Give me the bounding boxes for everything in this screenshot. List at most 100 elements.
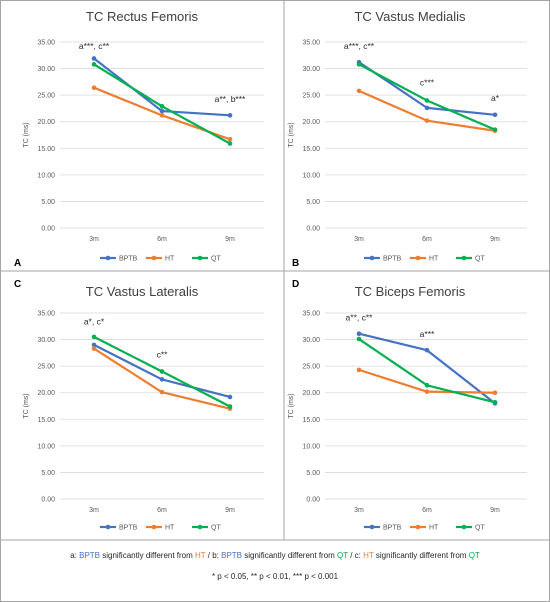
significance-annotation: c**	[157, 350, 169, 360]
y-tick-label: 0.00	[41, 497, 55, 504]
data-point-qt	[91, 334, 97, 340]
legend-marker	[369, 255, 375, 261]
y-tick-label: 25.00	[302, 93, 320, 100]
series-line-qt	[93, 63, 231, 145]
y-tick-label: 25.00	[302, 364, 320, 371]
significance-annotation: a**, b***	[215, 94, 246, 104]
legend-label: BPTB	[383, 256, 402, 263]
data-point-ht	[492, 390, 498, 396]
legend-label: HT	[165, 256, 175, 263]
y-tick-label: 0.00	[41, 226, 55, 233]
y-tick-label: 15.00	[37, 417, 55, 424]
data-point-ht	[424, 118, 430, 123]
data-point-ht	[356, 367, 362, 373]
x-tick-label: 6m	[422, 236, 432, 243]
legend-marker	[415, 524, 421, 530]
data-point-qt	[227, 404, 233, 409]
data-point-ht	[227, 136, 233, 142]
y-tick-label: 30.00	[37, 337, 55, 344]
y-tick-label: 5.00	[41, 199, 55, 206]
data-point-bptb	[424, 347, 430, 353]
footnote-part: BPTB	[221, 551, 243, 560]
x-tick-label: 9m	[225, 236, 235, 243]
y-tick-label: 10.00	[302, 443, 320, 450]
y-tick-label: 35.00	[37, 40, 55, 47]
data-point-qt	[424, 382, 430, 388]
data-point-ht	[356, 88, 362, 94]
footnote-part: a:	[70, 551, 80, 560]
y-tick-label: 25.00	[37, 93, 55, 100]
data-point-bptb	[159, 108, 165, 114]
series-line-ht	[358, 89, 496, 132]
data-point-qt	[492, 127, 498, 132]
data-point-qt	[356, 336, 362, 342]
y-axis-label: TC (ms)	[23, 122, 30, 147]
y-axis-label: TC (ms)	[288, 393, 295, 418]
legend-marker	[197, 255, 203, 261]
footnote-part: BPTB	[79, 551, 101, 560]
legend-label: HT	[429, 256, 439, 263]
legend-marker	[151, 524, 157, 530]
footnote-part: significantly different from	[373, 551, 469, 560]
data-point-ht	[91, 85, 97, 91]
legend-marker	[105, 524, 111, 530]
panel-label: C	[14, 279, 21, 290]
chart-title: TC Biceps Femoris	[355, 284, 466, 299]
chart-panel-B: TC Vastus Medialis B 0.00 5.00 10.00 15.00 20.…	[288, 9, 527, 269]
x-tick-label: 9m	[225, 507, 235, 514]
footnote-part: / c:	[348, 551, 364, 560]
significance-annotation: a*	[491, 93, 500, 103]
significance-annotation: a*, c*	[84, 317, 105, 327]
legend-label: QT	[211, 525, 221, 532]
legend-marker	[461, 524, 467, 530]
x-tick-label: 3m	[89, 236, 99, 243]
y-axis-label: TC (ms)	[23, 393, 30, 418]
data-point-bptb	[159, 377, 165, 382]
data-point-bptb	[492, 112, 498, 118]
legend-marker	[369, 524, 375, 530]
data-point-qt	[91, 62, 97, 67]
footnote-part: / b:	[205, 551, 222, 560]
footnote-part: QT	[337, 551, 349, 560]
data-point-qt	[492, 399, 498, 405]
data-point-qt	[424, 98, 430, 103]
y-tick-label: 15.00	[37, 146, 55, 153]
x-tick-label: 3m	[354, 236, 364, 243]
footnote-part: significantly different from	[242, 551, 338, 560]
data-point-bptb	[424, 105, 430, 111]
series-line-ht	[358, 368, 496, 394]
chart-title: TC Vastus Medialis	[354, 9, 466, 24]
footnote-legend: a: BPTB significantly different from HT …	[0, 551, 550, 560]
y-tick-label: 0.00	[306, 497, 320, 504]
y-tick-label: 20.00	[37, 390, 55, 397]
legend-label: HT	[165, 525, 175, 532]
x-tick-label: 6m	[422, 507, 432, 514]
footnote-part: significantly different from	[100, 551, 196, 560]
data-point-qt	[227, 141, 233, 146]
panel-label: A	[14, 258, 21, 269]
legend-label: QT	[475, 525, 485, 532]
data-point-bptb	[227, 113, 233, 118]
data-point-qt	[356, 62, 362, 67]
footnote-part: HT	[363, 551, 374, 560]
y-tick-label: 5.00	[306, 470, 320, 477]
legend-label: QT	[475, 256, 485, 263]
chart-title: TC Vastus Lateralis	[86, 284, 199, 299]
legend-marker	[197, 524, 203, 530]
y-tick-label: 30.00	[37, 66, 55, 73]
chart-panel-C: TC Vastus Lateralis C 0.00 5.00 10.00 15.00 20…	[14, 279, 264, 532]
y-tick-label: 10.00	[37, 172, 55, 179]
y-tick-label: 25.00	[37, 364, 55, 371]
x-tick-label: 3m	[89, 507, 99, 514]
y-tick-label: 10.00	[37, 443, 55, 450]
significance-annotation: a**, c**	[346, 312, 374, 322]
data-point-qt	[159, 104, 165, 109]
legend-marker	[461, 255, 467, 261]
legend-label: BPTB	[119, 525, 138, 532]
legend-label: BPTB	[383, 525, 402, 532]
significance-annotation: c***	[420, 78, 435, 88]
y-tick-label: 15.00	[302, 146, 320, 153]
legend-label: HT	[429, 525, 439, 532]
chart-title: TC Rectus Femoris	[86, 9, 198, 24]
